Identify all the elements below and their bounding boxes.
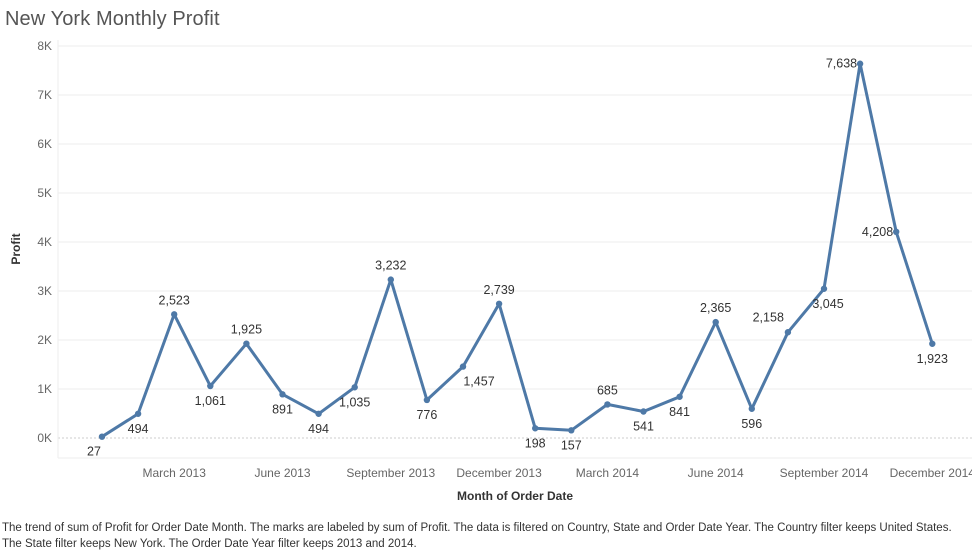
y-tick-label: 8K bbox=[37, 39, 52, 53]
data-label: 494 bbox=[308, 422, 329, 436]
x-tick-label: December 2014 bbox=[890, 466, 972, 480]
data-label: 891 bbox=[272, 402, 293, 416]
data-point bbox=[423, 396, 431, 404]
data-point bbox=[98, 433, 106, 440]
profit-series-line bbox=[100, 62, 934, 439]
x-axis-ticks: March 2013 June 2013 September 2013 Decembe… bbox=[143, 466, 972, 480]
y-tick-label: 4K bbox=[37, 235, 52, 249]
data-label: 596 bbox=[741, 417, 762, 431]
y-tick-label: 6K bbox=[37, 137, 52, 151]
data-point bbox=[568, 427, 575, 434]
y-tick-label: 0K bbox=[37, 431, 52, 445]
data-point bbox=[604, 401, 611, 408]
data-label: 3,232 bbox=[375, 259, 406, 273]
data-point bbox=[893, 228, 900, 236]
x-axis-title: Month of Order Date bbox=[457, 489, 573, 503]
x-tick-label: June 2014 bbox=[688, 466, 744, 480]
line-chart: 0K 1K 2K 3K 4K 5K 6K 7K 8K March 2013 June 2013 Se… bbox=[9, 39, 972, 503]
data-label: 2,158 bbox=[753, 310, 784, 324]
data-point bbox=[856, 60, 864, 67]
data-label: 541 bbox=[633, 419, 654, 433]
data-label: 685 bbox=[597, 383, 618, 397]
data-points bbox=[98, 60, 936, 440]
data-point bbox=[676, 393, 683, 400]
data-label: 2,739 bbox=[483, 283, 514, 297]
data-point bbox=[784, 329, 792, 336]
data-labels: 27 494 2,523 1,061 1,925 891 494 1,035 3,232 776 1… bbox=[87, 57, 948, 459]
data-point bbox=[351, 384, 358, 391]
data-label: 2,523 bbox=[159, 293, 190, 307]
data-label: 4,208 bbox=[862, 225, 893, 239]
data-label: 776 bbox=[416, 408, 437, 422]
data-label: 1,457 bbox=[463, 375, 494, 389]
data-point bbox=[279, 391, 286, 398]
data-point bbox=[748, 405, 755, 412]
data-label: 841 bbox=[669, 405, 690, 419]
grid-lines bbox=[57, 40, 972, 459]
data-label: 1,923 bbox=[917, 352, 948, 366]
data-point bbox=[532, 425, 539, 432]
y-axis-title: Profit bbox=[9, 233, 23, 264]
x-tick-label: June 2013 bbox=[254, 466, 310, 480]
data-point bbox=[929, 340, 936, 347]
data-point bbox=[712, 318, 719, 326]
x-tick-label: March 2014 bbox=[576, 466, 640, 480]
data-point bbox=[243, 340, 250, 347]
chart-caption: The trend of sum of Profit for Order Dat… bbox=[2, 522, 952, 550]
data-label: 1,061 bbox=[195, 394, 226, 408]
y-tick-label: 2K bbox=[37, 333, 52, 347]
chart-title: New York Monthly Profit bbox=[5, 8, 220, 30]
x-tick-label: September 2013 bbox=[346, 466, 435, 480]
data-point bbox=[207, 382, 214, 390]
data-label: 1,925 bbox=[231, 323, 262, 337]
data-label: 1,035 bbox=[339, 395, 370, 409]
data-label: 27 bbox=[87, 445, 101, 459]
data-point bbox=[134, 410, 142, 417]
data-point bbox=[315, 410, 322, 417]
data-point bbox=[495, 300, 503, 307]
data-point bbox=[640, 408, 647, 415]
data-label: 494 bbox=[128, 422, 149, 436]
data-label: 7,638 bbox=[826, 57, 857, 71]
data-point bbox=[171, 311, 178, 318]
y-axis-ticks: 0K 1K 2K 3K 4K 5K 6K 7K 8K bbox=[37, 39, 52, 445]
x-tick-label: December 2013 bbox=[456, 466, 542, 480]
data-label: 3,045 bbox=[812, 297, 843, 311]
y-tick-label: 7K bbox=[37, 88, 52, 102]
data-label: 198 bbox=[525, 436, 546, 450]
data-label: 157 bbox=[561, 438, 582, 452]
data-point bbox=[459, 363, 467, 370]
y-tick-label: 1K bbox=[37, 382, 52, 396]
y-tick-label: 5K bbox=[37, 186, 52, 200]
y-tick-label: 3K bbox=[37, 284, 52, 298]
x-tick-label: September 2014 bbox=[780, 466, 869, 480]
data-label: 2,365 bbox=[700, 301, 731, 315]
data-point bbox=[387, 276, 394, 283]
data-point bbox=[820, 285, 828, 292]
x-tick-label: March 2013 bbox=[143, 466, 207, 480]
